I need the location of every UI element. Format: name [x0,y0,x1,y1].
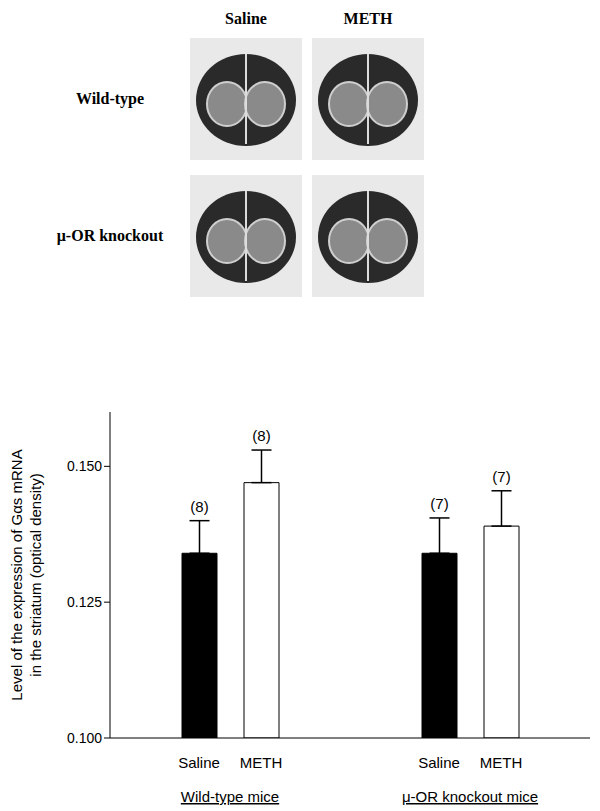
svg-text:in the striatum (optical densi: in the striatum (optical density) [27,473,44,676]
svg-text:0.100: 0.100 [67,730,102,746]
svg-text:(8): (8) [190,498,208,515]
svg-text:Wild-type: Wild-type [76,90,144,108]
svg-text:Saline: Saline [225,10,267,27]
svg-text:(7): (7) [430,495,448,512]
svg-text:μ-OR knockout mice: μ-OR knockout mice [402,788,538,805]
svg-text:Wild-type mice: Wild-type mice [181,788,279,805]
svg-text:0.125: 0.125 [67,594,102,610]
svg-text:(8): (8) [252,427,270,444]
svg-text:Saline: Saline [178,754,220,771]
svg-text:Saline: Saline [418,754,460,771]
svg-text:METH: METH [344,10,393,27]
svg-text:METH: METH [240,754,283,771]
svg-text:METH: METH [480,754,523,771]
svg-text:Level of the expression of Gαs: Level of the expression of Gαs mRNA [8,449,25,700]
svg-text:0.150: 0.150 [67,458,102,474]
svg-text:μ-OR knockout: μ-OR knockout [57,227,164,245]
svg-text:(7): (7) [492,468,510,485]
